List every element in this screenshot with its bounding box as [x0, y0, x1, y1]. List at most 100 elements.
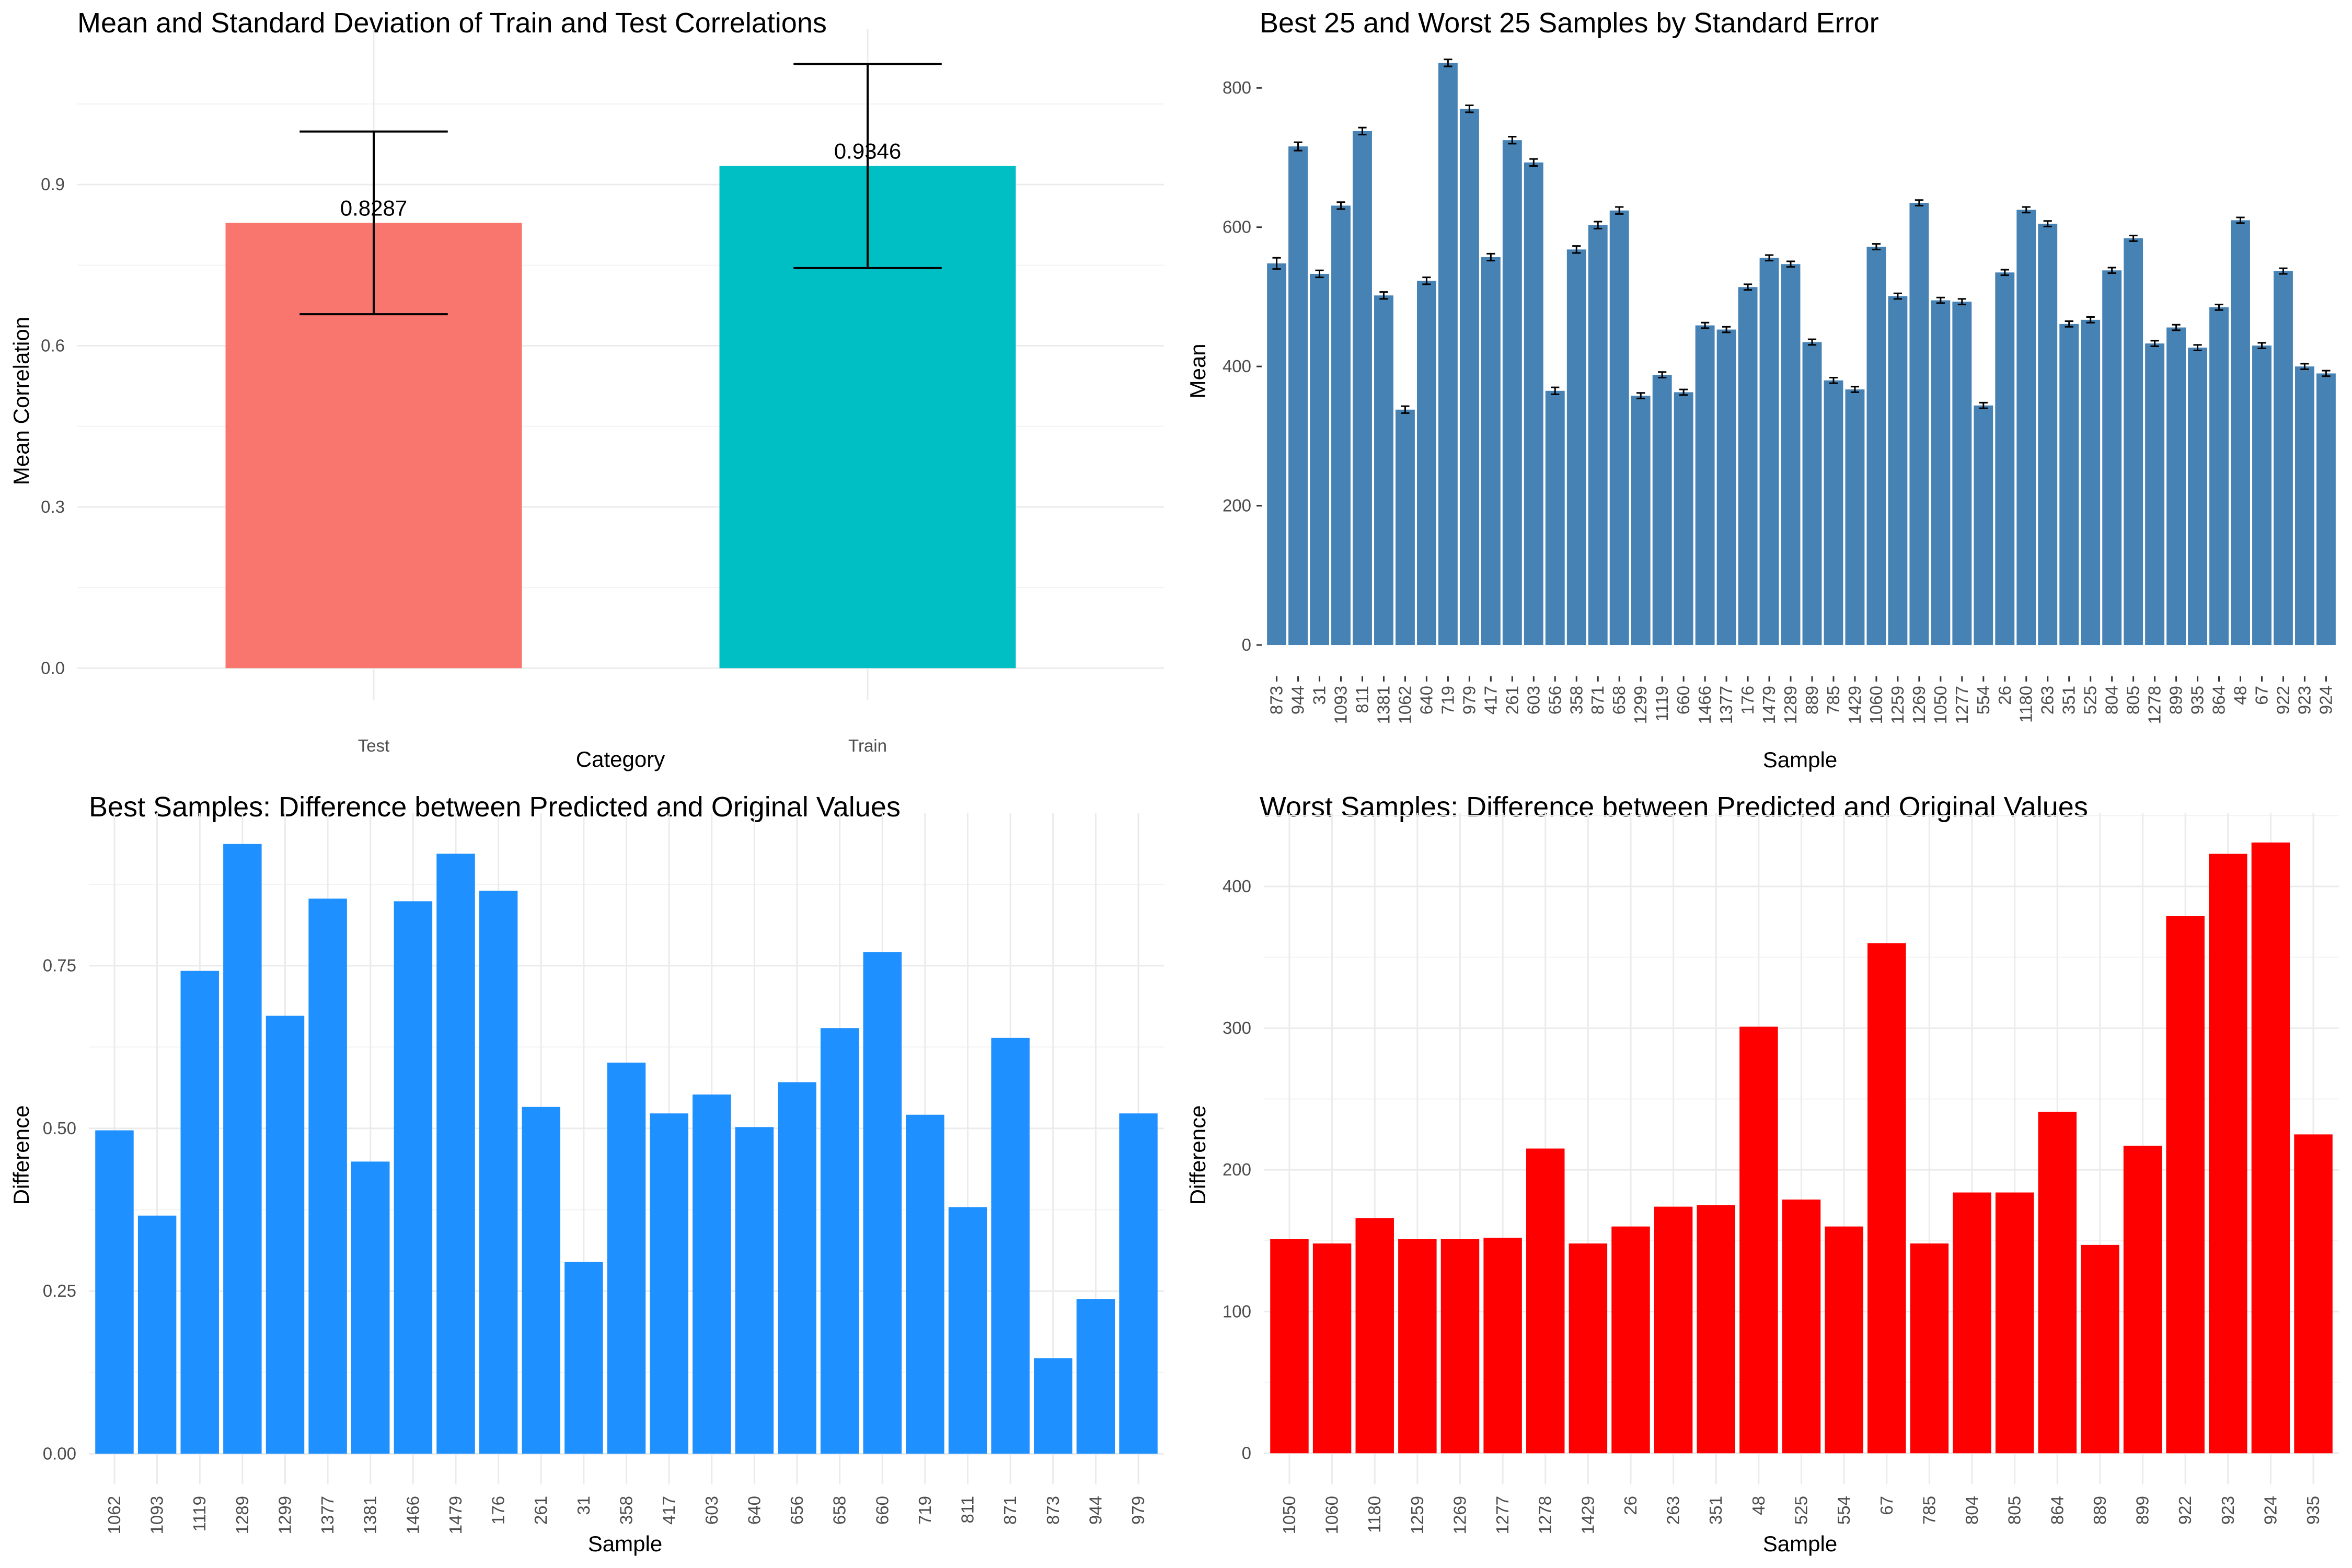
x-tick-label: 924 [2261, 1496, 2280, 1525]
bar-1060 [1312, 1243, 1352, 1454]
bar-1278 [1526, 1148, 1565, 1454]
error-bar-176 [1743, 283, 1753, 291]
x-tick-label: 719 [1438, 686, 1457, 714]
error-bar-Train [793, 63, 942, 269]
x-tick-label: 944 [1086, 1496, 1105, 1525]
x-tick-label: 658 [1609, 686, 1629, 714]
error-bar-1289 [1786, 260, 1795, 268]
error-bar-658 [1615, 206, 1624, 215]
error-bar-805 [2129, 235, 2138, 242]
x-tick-label: 1093 [147, 1496, 167, 1534]
x-tick-label: 1119 [190, 1496, 209, 1532]
bar-417 [650, 1113, 688, 1454]
bar-1277 [1483, 1238, 1522, 1454]
y-tick-label: 0.6 [41, 336, 65, 355]
x-tick-label: 656 [1545, 686, 1564, 714]
x-tick-label: 899 [2166, 686, 2186, 714]
bar-899 [2166, 327, 2186, 645]
x-tick-label: 805 [2005, 1496, 2024, 1525]
bar-922 [2274, 271, 2293, 645]
error-bar-871 [1594, 221, 1602, 229]
bar-873 [1034, 1358, 1073, 1454]
bar-805 [2124, 238, 2143, 645]
x-tick-label: 658 [830, 1496, 849, 1525]
x-tick-label: 1479 [446, 1496, 465, 1534]
bar-1180 [2016, 210, 2036, 645]
x-tick-label: 1429 [1578, 1496, 1597, 1534]
panel-correlations-plot-area: 0.0 0.3 0.6 0.9 0.8287 0.9346 Test Train [41, 29, 1164, 755]
x-tick-label: 263 [2038, 686, 2057, 714]
y-tick-label: 600 [1223, 217, 1251, 237]
bar-176 [1738, 287, 1758, 645]
bar-1299 [266, 1016, 305, 1454]
y-tick-label: 0 [1242, 635, 1251, 654]
bar-935 [2294, 1134, 2333, 1454]
bar-804 [2102, 270, 2122, 645]
x-tick-label: 979 [1459, 686, 1479, 714]
bar-871 [1588, 225, 1608, 645]
error-bar-640 [1422, 276, 1431, 285]
y-tick-label: 800 [1223, 78, 1251, 97]
error-bar-924 [2322, 370, 2331, 377]
x-tick-label: 804 [2102, 686, 2122, 714]
bar-1479 [1759, 258, 1779, 645]
bar-261 [522, 1106, 560, 1454]
error-bar-1277 [1957, 298, 1966, 306]
x-tick-label: 924 [2316, 686, 2335, 714]
error-bar-263 [2043, 220, 2052, 227]
bar-719 [906, 1114, 944, 1454]
x-tick-label: 873 [1267, 686, 1286, 714]
error-bar-67 [2257, 342, 2266, 350]
bar-1269 [1440, 1239, 1480, 1454]
x-tick-label: 351 [2059, 686, 2079, 714]
bar-1093 [137, 1215, 177, 1454]
error-bar-873 [1272, 257, 1281, 270]
bar-979 [1119, 1113, 1158, 1454]
x-tick-label: 603 [702, 1496, 721, 1525]
x-tick-label: 26 [1621, 1496, 1640, 1515]
bar-1466 [394, 901, 433, 1454]
panel-correlations-y-axis-title: Mean Correlation [9, 317, 33, 485]
bar-924 [2316, 373, 2336, 645]
bar-1269 [1909, 203, 1929, 645]
x-tick-label: 1062 [105, 1496, 124, 1534]
x-tick-label: 263 [1664, 1496, 1683, 1525]
bar-26 [1995, 272, 2015, 645]
panel-samples-by-standard-error-y-axis-title: Mean [1185, 343, 1210, 398]
bar-871 [991, 1037, 1030, 1454]
bar-1299 [1631, 396, 1651, 645]
error-bar-525 [2086, 316, 2095, 324]
x-tick-label: 935 [2188, 686, 2207, 714]
bar-1180 [1355, 1218, 1394, 1454]
x-tick-label: 1277 [1493, 1496, 1512, 1534]
panel-best-samples-difference-y-axis-title: Difference [9, 1105, 33, 1205]
bar-1381 [351, 1161, 390, 1454]
x-tick-label: 48 [2231, 686, 2250, 705]
panel-samples-by-standard-error: Best 25 and Worst 25 Samples by Standard… [1185, 7, 2336, 772]
bar-1062 [95, 1130, 134, 1454]
x-tick-label: 554 [1834, 1496, 1853, 1525]
bar-889 [1802, 342, 1822, 645]
error-bar-1093 [1336, 201, 1345, 210]
x-tick-label: 935 [2303, 1496, 2323, 1525]
x-tick-label: 719 [915, 1496, 935, 1525]
x-tick-label: 358 [617, 1496, 636, 1525]
x-tick-label: 785 [1919, 1496, 1939, 1525]
bar-923 [2295, 366, 2314, 645]
x-tick-label: 1289 [1781, 686, 1800, 724]
bar-658 [1609, 210, 1629, 645]
bar-1377 [308, 898, 347, 1454]
bar-804 [1953, 1192, 1991, 1454]
y-tick-label: 0 [1242, 1443, 1251, 1462]
x-tick-label: 176 [489, 1496, 508, 1525]
x-tick-label: 176 [1738, 686, 1757, 714]
panel-worst-samples-difference-x-axis-title: Sample [1763, 1531, 1837, 1556]
x-tick-label: 640 [1416, 686, 1436, 714]
x-tick-label: 1277 [1952, 686, 1971, 724]
x-tick-label: 656 [787, 1496, 806, 1525]
value-label-Test: 0.8287 [340, 195, 407, 220]
x-tick-label: 922 [2175, 1496, 2195, 1525]
error-bar-979 [1465, 105, 1474, 113]
